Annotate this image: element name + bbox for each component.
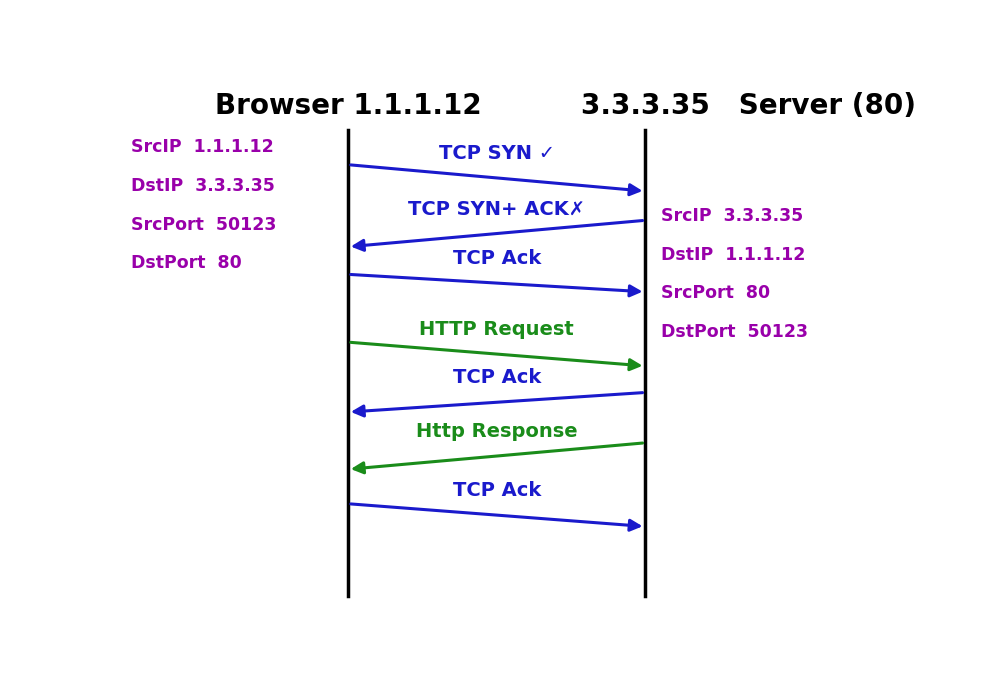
Text: DstIP  1.1.1.12: DstIP 1.1.1.12 (660, 246, 805, 264)
Text: 3.3.3.35   Server (80): 3.3.3.35 Server (80) (581, 92, 916, 120)
Text: Browser 1.1.1.12: Browser 1.1.1.12 (215, 92, 481, 120)
Text: TCP Ack: TCP Ack (453, 249, 541, 268)
Text: TCP Ack: TCP Ack (453, 482, 541, 500)
Text: TCP Ack: TCP Ack (453, 369, 541, 387)
Text: HTTP Request: HTTP Request (419, 320, 574, 339)
Text: TCP SYN ✓: TCP SYN ✓ (439, 144, 555, 163)
Text: SrcPort  50123: SrcPort 50123 (131, 215, 276, 233)
Text: SrcIP  1.1.1.12: SrcIP 1.1.1.12 (131, 138, 274, 156)
Text: TCP SYN+ ACK✗: TCP SYN+ ACK✗ (408, 200, 585, 219)
Text: DstIP  3.3.3.35: DstIP 3.3.3.35 (131, 177, 275, 195)
Text: Http Response: Http Response (416, 422, 578, 441)
Text: SrcPort  80: SrcPort 80 (660, 284, 769, 303)
Text: DstPort  50123: DstPort 50123 (660, 323, 808, 341)
Text: SrcIP  3.3.3.35: SrcIP 3.3.3.35 (660, 207, 803, 225)
Text: DstPort  80: DstPort 80 (131, 254, 241, 272)
